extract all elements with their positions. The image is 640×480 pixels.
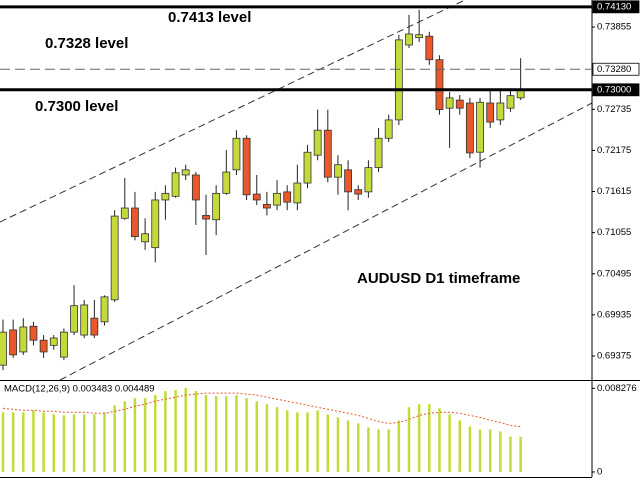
candle-body — [19, 326, 28, 353]
channel-upper — [0, 0, 466, 223]
y-tick-label: 0.71055 — [597, 227, 631, 238]
y-tick-label: 0.72735 — [597, 104, 631, 115]
candle-body — [262, 203, 271, 209]
candle-body — [161, 192, 170, 201]
candle-body — [455, 99, 464, 109]
candle-body — [283, 191, 292, 203]
candle-body — [29, 325, 38, 341]
candle-body — [39, 339, 48, 353]
candle-body — [171, 172, 180, 197]
candle-body — [415, 34, 424, 39]
candle-body — [242, 137, 251, 196]
level-tag: 0.74130 — [597, 1, 631, 12]
candle-body — [110, 215, 119, 301]
level-tag: 0.73280 — [597, 64, 631, 75]
candle-body — [60, 331, 68, 358]
candle-body — [141, 233, 150, 243]
candle-body — [70, 305, 78, 333]
candle-body — [486, 102, 495, 123]
candle-body — [384, 119, 393, 139]
candle-body — [445, 97, 454, 109]
level-label: 0.7328 level — [45, 35, 128, 52]
candle-body — [181, 169, 190, 176]
candle-body — [232, 137, 241, 171]
candle-body — [212, 192, 221, 221]
candle-body — [323, 129, 332, 178]
candle-body — [191, 174, 200, 201]
y-tick-label: 0.69935 — [597, 309, 631, 320]
candle-body — [303, 151, 312, 184]
level-tag-box — [592, 0, 640, 14]
candle-body — [425, 35, 434, 61]
annotation: AUDUSD D1 timeframe — [357, 270, 520, 287]
level-tag-box — [592, 62, 640, 76]
level-label: 0.7300 level — [35, 98, 118, 115]
y-tick-label: 0.69375 — [597, 351, 631, 362]
candle-body — [293, 182, 302, 204]
y-tick-label: 0.71615 — [597, 186, 631, 197]
channel-lower — [59, 102, 593, 381]
candle-body — [90, 317, 99, 336]
candle-body — [80, 304, 89, 336]
candle-body — [151, 199, 160, 249]
y-tick-label: 0.70495 — [597, 268, 631, 279]
y-tick-label: 0.73855 — [597, 22, 631, 33]
candle-body — [506, 95, 515, 109]
candle-body — [476, 101, 484, 153]
candle-body — [9, 329, 18, 356]
macd-title: MACD(12,26,9) 0.003483 0.004489 — [4, 384, 155, 395]
candle-body — [313, 129, 322, 156]
candle-body — [394, 39, 403, 121]
candle-body — [273, 192, 281, 206]
level-tag-box — [592, 83, 640, 97]
candle-body — [252, 193, 261, 201]
candle-body — [0, 331, 7, 366]
candle-body — [131, 207, 139, 238]
y-tick-label: 0 — [597, 466, 602, 477]
candle-body — [496, 102, 505, 121]
y-tick-label: 0.008276 — [597, 383, 637, 394]
candle-body — [465, 102, 474, 154]
candle-body — [344, 169, 353, 193]
candle-body — [334, 164, 342, 178]
candle-body — [202, 214, 210, 220]
level-tag: 0.73000 — [597, 84, 631, 95]
candle-body — [405, 33, 413, 46]
candle-body — [435, 59, 444, 111]
signal-line — [2, 392, 521, 428]
y-tick-label: 0.72175 — [597, 145, 631, 156]
candle-body — [364, 167, 373, 193]
candle-body — [222, 171, 231, 194]
candle-body — [49, 337, 58, 346]
candle-body — [100, 296, 109, 323]
level-label: 0.7413 level — [168, 9, 251, 26]
candle-body — [354, 189, 363, 195]
candle-body — [120, 207, 129, 219]
candle-body — [374, 137, 383, 169]
